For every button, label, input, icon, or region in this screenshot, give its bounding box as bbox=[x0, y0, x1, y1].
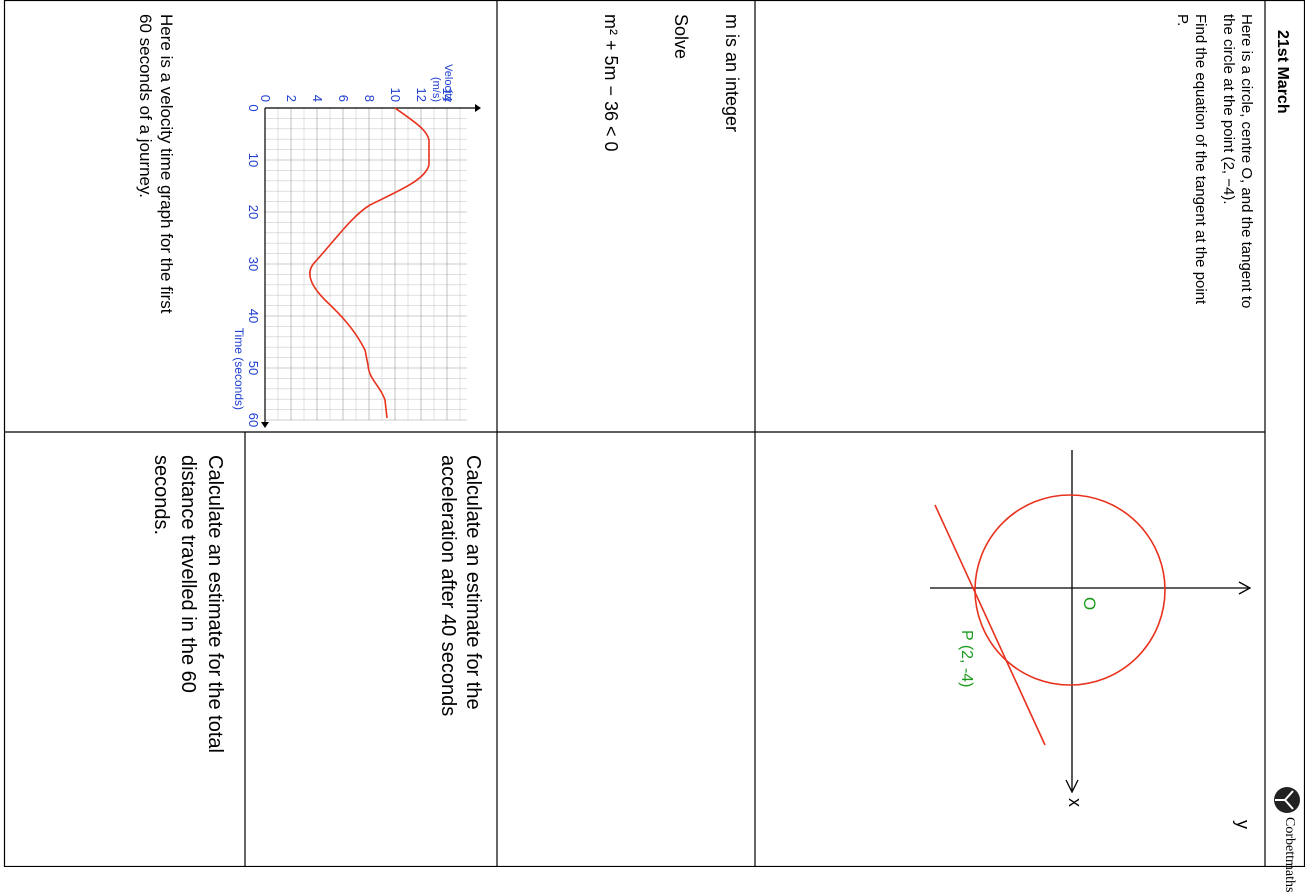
origin-label: O bbox=[1080, 597, 1099, 611]
logo-text: Corbettmaths bbox=[1282, 817, 1297, 892]
text-line: the circle at the point (2, −4). bbox=[1220, 14, 1237, 205]
y-tick-label: 6 bbox=[336, 95, 351, 102]
question-part: Calculate an estimate for the total dist… bbox=[147, 455, 228, 753]
arrow bbox=[475, 104, 481, 112]
text-line: Here is a velocity time graph for the fi… bbox=[157, 14, 176, 314]
y-tick-label: 2 bbox=[284, 95, 299, 102]
worksheet: 0 10 20 30 40 50 60 0 2 4 6 8 10 12 14 Velocity (m/s) Tim… bbox=[3, 0, 1305, 892]
y-tick-label: 4 bbox=[310, 95, 325, 102]
y-tick-label: 0 bbox=[258, 95, 273, 102]
y-axis-title: (m/s) bbox=[430, 77, 442, 102]
text-line: Here is a circle, centre O, and the tang… bbox=[1238, 14, 1255, 309]
text-line: Calculate an estimate for the total bbox=[204, 455, 226, 753]
x-tick-label: 20 bbox=[246, 205, 261, 219]
axis-label: x bbox=[1065, 798, 1085, 807]
y-tick-label: 8 bbox=[362, 95, 377, 102]
question-part: Calculate an estimate for the accelerati… bbox=[435, 455, 485, 716]
y-tick-label: 14 bbox=[440, 88, 455, 102]
y-axis-title: Velocity bbox=[442, 64, 454, 102]
y-tick-label: 12 bbox=[414, 88, 429, 102]
text-line: acceleration after 40 seconds bbox=[437, 455, 459, 717]
question-text: Here is a circle, centre O, and the tang… bbox=[1173, 14, 1255, 308]
x-axis-title: Time (seconds) bbox=[232, 328, 246, 410]
y-tick-label: 10 bbox=[388, 88, 403, 102]
title: 21st March bbox=[1274, 30, 1291, 114]
body: 0 10 20 30 40 50 60 0 2 4 6 8 10 12 14 Velocity (m/s) Tim… bbox=[3, 0, 1305, 892]
text-line: P. bbox=[1174, 14, 1191, 27]
text-line: seconds. bbox=[150, 455, 172, 536]
text-line: Solve bbox=[671, 14, 691, 60]
text-line: 60 seconds of a journey. bbox=[136, 14, 155, 198]
circle-diagram bbox=[930, 450, 1252, 794]
question-text: Here is a velocity time graph for the fi… bbox=[135, 14, 177, 314]
x-tick-label: 50 bbox=[246, 361, 261, 375]
x-tick-label: 30 bbox=[246, 257, 261, 271]
x-tick-label: 10 bbox=[246, 153, 261, 167]
text-line: m² + 5m − 36 < 0 bbox=[601, 14, 621, 152]
text-line: distance travelled in the 60 bbox=[177, 455, 199, 693]
text-line: m is an integer bbox=[722, 14, 742, 133]
velocity-curve bbox=[309, 107, 430, 419]
text-line: Calculate an estimate for the bbox=[462, 455, 484, 710]
logo-icon bbox=[1274, 787, 1300, 813]
axis-label: y bbox=[1233, 820, 1253, 829]
text-line: Find the equation of the tangent at the … bbox=[1192, 14, 1209, 305]
x-tick-label: 0 bbox=[246, 104, 261, 111]
point-label: P (2, -4) bbox=[958, 630, 975, 688]
x-tick-label: 60 bbox=[246, 413, 261, 427]
arrow bbox=[261, 422, 269, 428]
x-tick-label: 40 bbox=[246, 309, 261, 323]
